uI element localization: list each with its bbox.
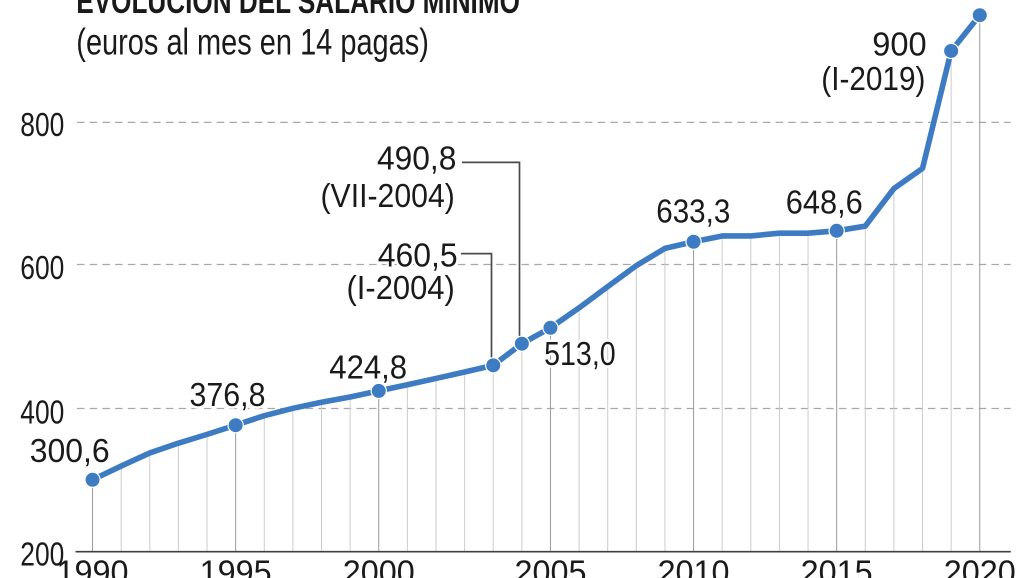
svg-text:(euros al mes en 14 pagas): (euros al mes en 14 pagas) — [76, 22, 429, 63]
svg-text:1995: 1995 — [200, 554, 272, 578]
svg-text:800: 800 — [20, 106, 64, 143]
svg-text:(I-2019): (I-2019) — [821, 60, 925, 97]
svg-text:300,6: 300,6 — [30, 432, 110, 469]
svg-text:EVOLUCIÓN DEL SALARIO MÍNIMO: EVOLUCIÓN DEL SALARIO MÍNIMO — [76, 0, 520, 21]
svg-text:2005: 2005 — [514, 554, 586, 578]
svg-text:2000: 2000 — [343, 554, 415, 578]
svg-text:424,8: 424,8 — [329, 348, 407, 385]
svg-text:633,3: 633,3 — [656, 193, 730, 230]
svg-text:1990: 1990 — [57, 554, 129, 578]
svg-text:490,8: 490,8 — [377, 139, 456, 176]
svg-text:(I-2004): (I-2004) — [347, 269, 455, 306]
svg-text:(VII-2004): (VII-2004) — [321, 177, 455, 214]
svg-text:460,5: 460,5 — [378, 237, 458, 274]
svg-text:2015: 2015 — [801, 554, 873, 578]
svg-text:513,0: 513,0 — [544, 335, 616, 372]
svg-text:200: 200 — [20, 536, 64, 573]
svg-text:648,6: 648,6 — [786, 183, 863, 220]
svg-text:2010: 2010 — [658, 554, 730, 578]
svg-text:376,8: 376,8 — [190, 376, 266, 413]
svg-text:2020: 2020 — [944, 554, 1016, 578]
svg-text:900: 900 — [872, 26, 926, 63]
svg-text:400: 400 — [20, 394, 64, 431]
svg-text:600: 600 — [20, 249, 64, 286]
